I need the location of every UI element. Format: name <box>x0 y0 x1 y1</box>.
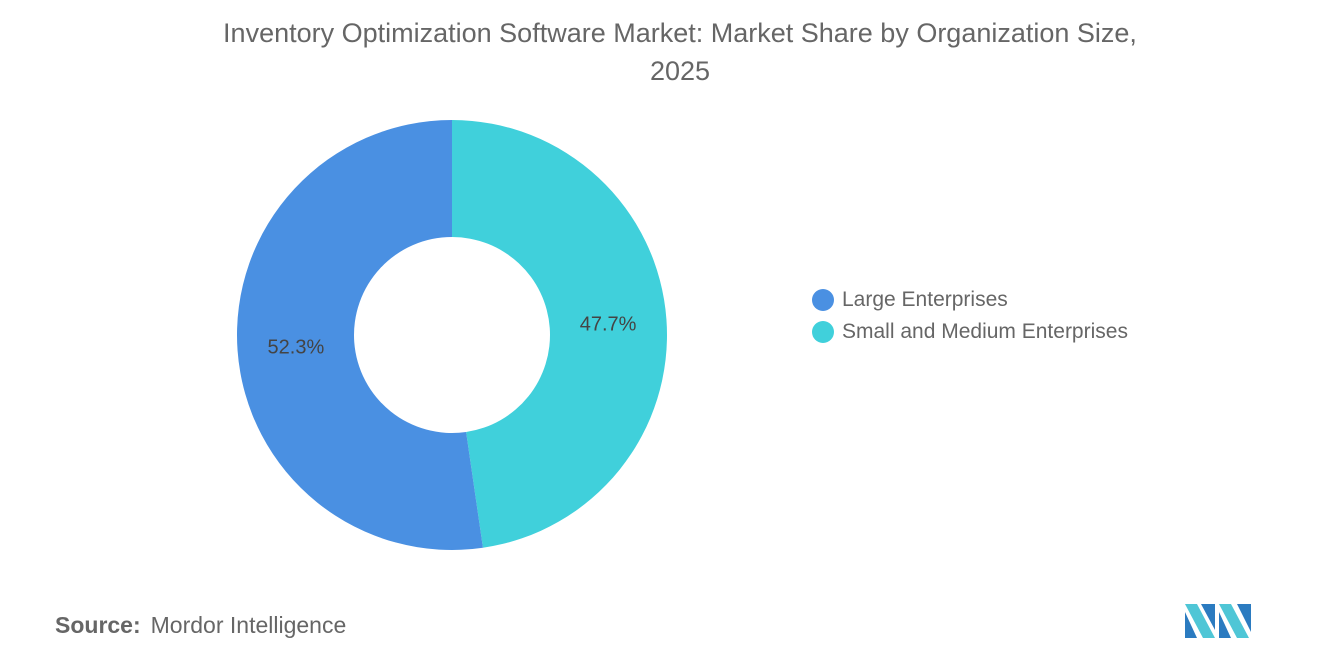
slice-small-and-medium-enterprises <box>452 120 667 548</box>
legend-swatch <box>812 321 834 343</box>
title-line-2: 2025 <box>649 56 711 86</box>
source-value: Mordor Intelligence <box>150 612 347 638</box>
legend-label: Small and Medium Enterprises <box>842 320 1128 343</box>
title-line-1: Inventory Optimization Software Market: … <box>223 18 1137 48</box>
slice-large-enterprises <box>236 120 483 550</box>
legend-label: Large Enterprises <box>842 288 1008 311</box>
source-label: Source: <box>55 612 141 638</box>
mordor-intelligence-logo <box>1185 604 1251 638</box>
legend-item-large-enterprises: Large Enterprises <box>812 284 1128 316</box>
source-note: Source: Mordor Intelligence <box>55 612 346 639</box>
data-label: 47.7% <box>580 314 637 336</box>
legend-item-sme: Small and Medium Enterprises <box>812 316 1128 348</box>
legend-swatch <box>812 289 834 311</box>
data-label: 52.3% <box>268 336 325 358</box>
legend: Large Enterprises Small and Medium Enter… <box>812 284 1128 348</box>
chart-title: Inventory Optimization Software Market: … <box>120 14 1240 90</box>
